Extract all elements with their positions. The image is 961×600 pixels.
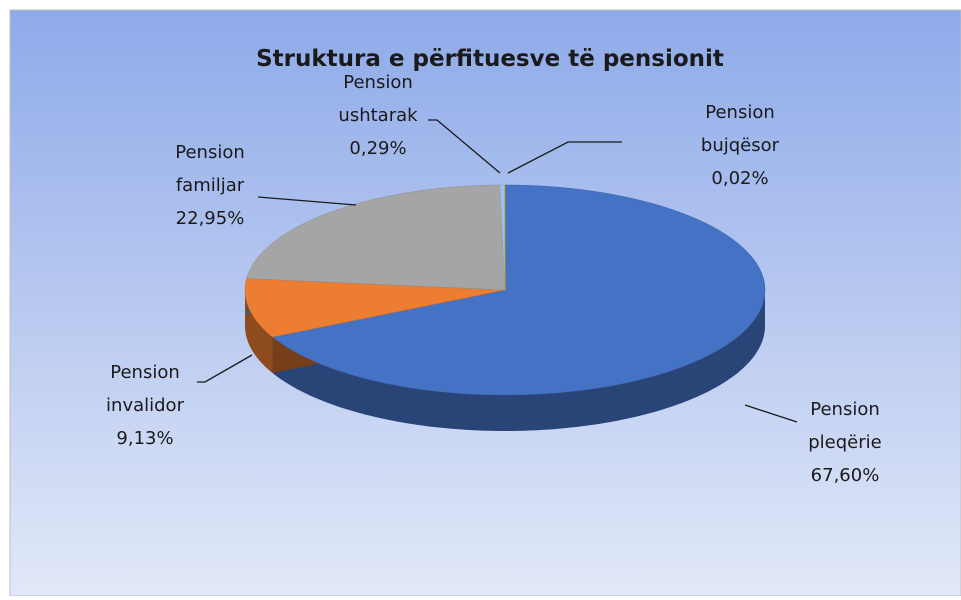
data-label: 22,95% — [176, 208, 245, 229]
data-label: 0,29% — [349, 138, 406, 159]
data-label: 67,60% — [811, 465, 880, 486]
data-label: 0,02% — [711, 168, 768, 189]
data-label: 9,13% — [116, 428, 173, 449]
chart-title: Struktura e përfituesve të pensionit — [256, 46, 724, 72]
